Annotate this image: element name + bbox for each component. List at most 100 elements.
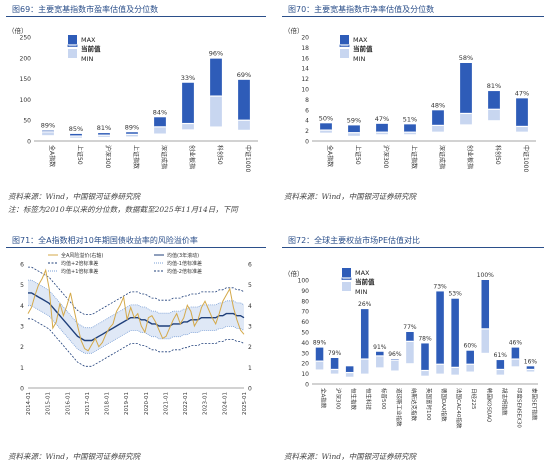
bar-max-10: [466, 350, 474, 365]
x-tick-label-11: 韩国KOSDAQ: [485, 388, 493, 423]
legend-label-5: 均值-2倍标准差: [167, 268, 202, 275]
y-tick-label: 60: [301, 319, 309, 326]
bar-max-1: [70, 133, 82, 137]
legend-label-1: 均值(3年滚动): [167, 252, 199, 259]
bar-current-0: [320, 129, 332, 131]
y-tick-label: 16: [301, 55, 309, 62]
data-label-1: 59%: [347, 116, 361, 124]
line-mean-plus-2sd: [28, 266, 245, 315]
bar-current-13: [511, 358, 520, 360]
x-tick-label-8: 德国DAX指数: [440, 388, 448, 422]
bar-max-8: [436, 291, 444, 365]
bar-max-5: [460, 63, 472, 114]
bar-max-2: [376, 123, 388, 133]
data-label-3: 89%: [125, 123, 139, 131]
bar-min-14: [526, 369, 535, 372]
y-tick-label: 50: [301, 330, 309, 337]
chart-72-svg: （倍） 0 10 20 30 40 50 60 70 80 90 100 89% 全A指数 79% 沪深300…: [284, 268, 538, 429]
bar-min-12: [496, 369, 505, 375]
x-tick-label-2: 沪深300: [104, 145, 112, 169]
y-right-tick: 1: [248, 365, 252, 372]
data-label-7: 78%: [418, 335, 432, 342]
bar-min-7: [421, 370, 429, 376]
x-tick-label-1: 上证50: [76, 145, 84, 165]
chart-70-svg: （倍） 0 2 4 6 8 10 12 14 16 18 20 50% 全A指数 59% 上证50 47% 沪深3…: [284, 26, 536, 172]
legend-swatch-max: [342, 268, 351, 277]
chart-70-title: 图70：主要宽基指数市净率估值及分位数: [282, 2, 544, 17]
y-right-tick: 2: [248, 344, 252, 351]
x-tick-label-3: 上证指数: [132, 145, 140, 169]
x-tick-label-0: 2014-01: [26, 392, 32, 415]
y-tick-label: 0: [305, 382, 309, 389]
y-left-tick: 4: [20, 303, 24, 310]
bar-max-4: [432, 110, 444, 126]
bar-max-13: [511, 347, 520, 360]
x-tick-label-5: 创业板指: [188, 145, 196, 169]
bar-min-1: [348, 132, 360, 136]
bar-max-5: [182, 82, 194, 124]
data-label-0: 89%: [313, 340, 327, 347]
line-erp: [27, 268, 245, 352]
y-left-tick: 5: [20, 282, 24, 289]
bar-max-12: [496, 360, 505, 370]
bar-max-6: [210, 58, 222, 97]
bar-current-4: [432, 124, 444, 126]
x-tick-label-1: 2015-01: [46, 392, 52, 415]
y-tick-label: 10: [301, 87, 309, 94]
bar-max-1: [348, 125, 360, 133]
data-label-6: 81%: [487, 82, 501, 90]
bar-current-0: [315, 360, 324, 362]
legend-min: MIN: [355, 288, 368, 296]
bar-current-6: [488, 108, 500, 110]
x-tick-label-1: 上证50: [354, 145, 362, 165]
bar-max-2: [345, 366, 354, 373]
bar-min-3: [360, 359, 369, 374]
legend-label-3: 均值-1倍标准差: [167, 260, 202, 267]
bar-current-5: [460, 112, 472, 115]
legend-swatch-min: [68, 49, 77, 58]
y-tick-label: 200: [20, 55, 32, 62]
data-label-1: 79%: [328, 350, 342, 357]
data-label-0: 50%: [319, 114, 333, 122]
data-label-0: 89%: [41, 122, 55, 130]
x-tick-label-2: 2016-01: [65, 392, 71, 415]
x-tick-label-3: 2017-01: [85, 392, 91, 415]
legend-max: MAX: [353, 36, 368, 44]
bar-current-6: [406, 340, 414, 342]
data-label-3: 26%: [358, 301, 372, 308]
x-tick-label-6: 2020-01: [144, 392, 150, 415]
data-label-3: 51%: [403, 115, 417, 123]
bar-min-1: [70, 136, 82, 138]
x-tick-label-1: 沪深300: [335, 388, 343, 410]
bar-min-11: [481, 328, 490, 353]
x-tick-label-9: 2023-01: [203, 392, 209, 415]
x-tick-label-5: 2019-01: [124, 392, 130, 415]
bar-min-10: [466, 364, 474, 372]
bar-current-12: [496, 368, 505, 371]
bar-max-0: [42, 130, 54, 132]
bar-current-0: [42, 131, 54, 133]
x-tick-label-6: 科创50: [494, 145, 502, 165]
bar-current-7: [421, 369, 429, 372]
y-tick-label: 70: [301, 309, 309, 316]
x-tick-label-7: 中证1000: [522, 145, 530, 172]
data-label-2: 81%: [97, 124, 111, 132]
y-left-tick: 6: [20, 262, 24, 269]
data-label-1: 85%: [69, 125, 83, 133]
y-right-tick: 3: [248, 324, 252, 331]
legend-current: 当前值: [81, 44, 101, 53]
bar-current-11: [481, 328, 490, 330]
legend-swatch-current: [341, 277, 352, 281]
bar-current-3: [126, 133, 138, 135]
bar-min-0: [320, 130, 332, 133]
bar-current-3: [404, 131, 416, 133]
x-tick-label-4: 深证成指: [438, 145, 446, 169]
x-tick-label-0: 全A指数: [48, 145, 56, 167]
bar-current-4: [376, 355, 384, 357]
bar-min-2: [376, 132, 388, 135]
y-left-tick: 2: [20, 344, 24, 351]
bar-min-5: [182, 123, 194, 130]
x-tick-label-6: 科创50: [216, 145, 224, 165]
bar-max-4: [376, 351, 384, 356]
x-tick-label-4: 2018-01: [105, 392, 111, 415]
